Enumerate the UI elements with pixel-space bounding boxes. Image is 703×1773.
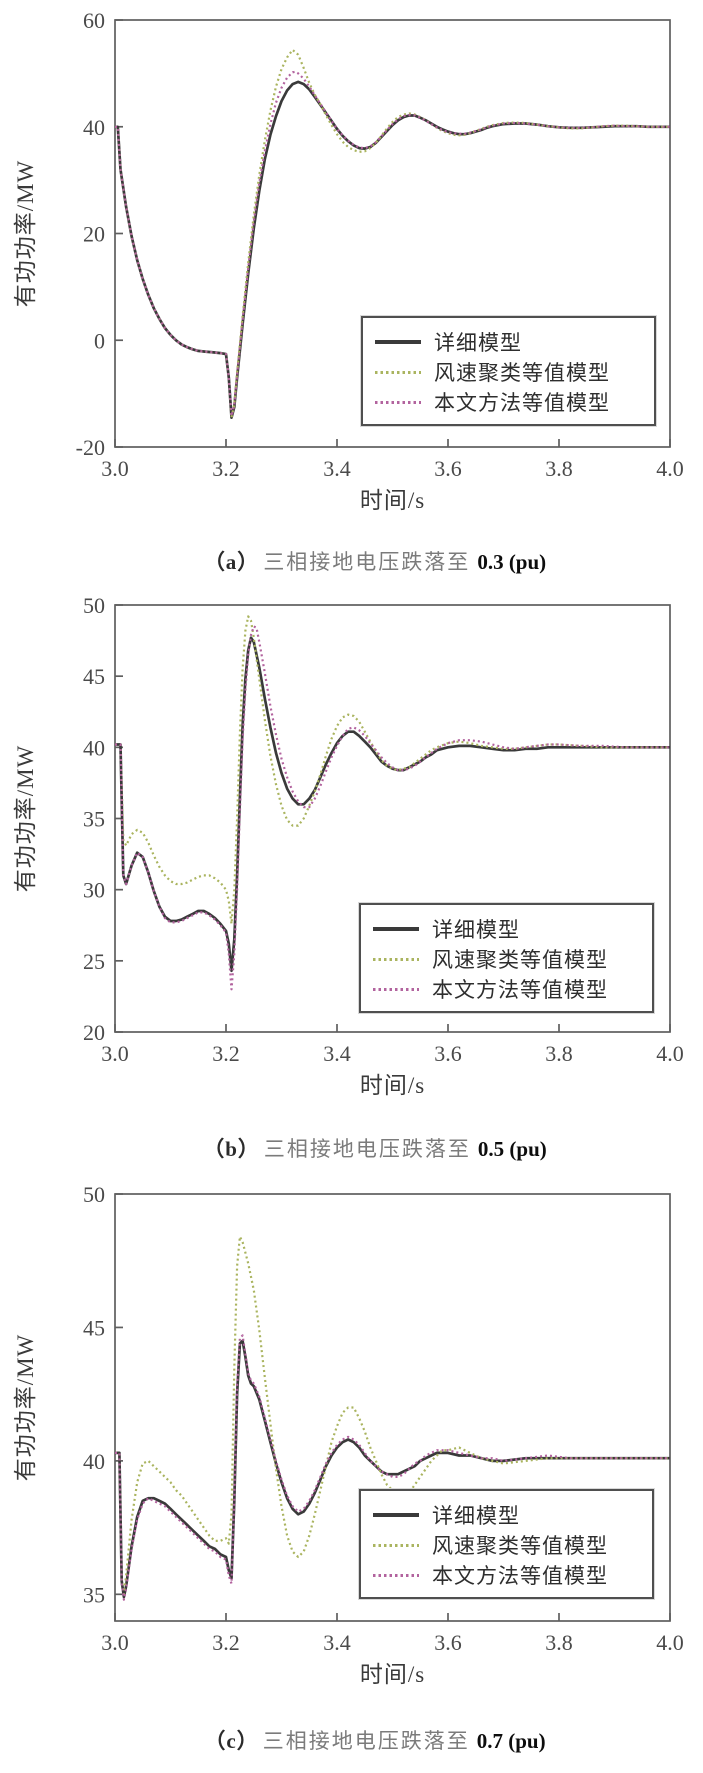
caption-index: （a）: [203, 550, 260, 574]
x-tick-label: 3.2: [212, 1041, 240, 1066]
legend-line-dotted-pink: [373, 1573, 419, 1577]
y-tick-label: 35: [83, 1582, 105, 1607]
y-tick-label: 25: [83, 949, 105, 974]
legend-line-dotted-green: [373, 1543, 419, 1547]
x-tick-label: 3.4: [323, 1041, 351, 1066]
y-axis-title: 有功功率/MW: [13, 160, 38, 308]
legend-item: 风速聚类等值模型: [361, 1530, 652, 1560]
series-line-1: [115, 615, 670, 925]
y-tick-label: -20: [76, 435, 105, 460]
legend-item: 风速聚类等值模型: [363, 357, 654, 387]
legend-chart-c: 详细模型 风速聚类等值模型 本文方法等值模型: [359, 1489, 654, 1599]
legend-label: 详细模型: [432, 918, 520, 942]
y-tick-label: 20: [83, 222, 105, 247]
x-tick-label: 3.4: [323, 456, 351, 481]
series-line-1: [115, 1235, 670, 1596]
chart-a: -20 0 20 40 60 3.0 3.2 3.4 3.6 3.8 4.0 有功功率/MW 时间/s: [13, 8, 684, 513]
x-axis-title: 时间/s: [360, 488, 425, 513]
legend-line-dotted-green: [373, 957, 419, 961]
y-tick-label: 30: [83, 878, 105, 903]
series-line-2: [115, 1334, 670, 1601]
x-tick-label: 4.0: [656, 1630, 684, 1655]
caption-index: （c）: [204, 1729, 259, 1753]
x-tick-label: 3.2: [212, 456, 240, 481]
y-tick-label: 45: [83, 664, 105, 689]
series-line-0: [115, 1339, 670, 1599]
caption-c: （c） 三相接地电压跌落至 0.7 (pu): [85, 1725, 665, 1755]
y-tick-label: 0: [94, 328, 105, 353]
x-tick-label: 3.8: [545, 1630, 573, 1655]
x-axis-title: 时间/s: [360, 1073, 425, 1098]
caption-text: 三相接地电压跌落至: [262, 1729, 470, 1753]
legend-item: 本文方法等值模型: [361, 974, 652, 1004]
x-tick-label: 3.8: [545, 1041, 573, 1066]
x-tick-label: 3.0: [101, 456, 129, 481]
legend-line-solid: [375, 340, 421, 344]
caption-value: 0.7 (pu): [476, 1729, 546, 1753]
y-tick-label: 40: [83, 115, 105, 140]
legend-line-solid: [373, 927, 419, 931]
x-tick-label: 3.8: [545, 456, 573, 481]
x-tick-label: 3.6: [434, 456, 462, 481]
legend-label: 本文方法等值模型: [432, 978, 608, 1002]
x-tick-label: 3.6: [434, 1041, 462, 1066]
x-tick-label: 3.0: [101, 1630, 129, 1655]
caption-text: 三相接地电压跌落至: [263, 1137, 471, 1161]
plot-border: [114, 1193, 671, 1622]
legend-chart-b: 详细模型 风速聚类等值模型 本文方法等值模型: [359, 903, 654, 1013]
y-tick-label: 20: [83, 1020, 105, 1045]
caption-b: （b） 三相接地电压跌落至 0.5 (pu): [85, 1133, 665, 1163]
y-tick-label: 50: [83, 1182, 105, 1207]
legend-item: 本文方法等值模型: [363, 387, 654, 417]
legend-label: 本文方法等值模型: [432, 1564, 608, 1588]
legend-label: 详细模型: [434, 331, 522, 355]
legend-item: 详细模型: [361, 1500, 652, 1530]
x-tick-label: 3.4: [323, 1630, 351, 1655]
legend-label: 风速聚类等值模型: [432, 1534, 608, 1558]
x-tick-label: 3.6: [434, 1630, 462, 1655]
x-tick-label: 4.0: [656, 1041, 684, 1066]
legend-chart-a: 详细模型 风速聚类等值模型 本文方法等值模型: [361, 316, 656, 426]
series-line-2: [115, 70, 670, 418]
legend-label: 风速聚类等值模型: [432, 948, 608, 972]
legend-line-dotted-pink: [375, 400, 421, 404]
caption-index: （b）: [203, 1137, 260, 1161]
legend-label: 风速聚类等值模型: [434, 361, 610, 385]
y-tick-label: 60: [83, 8, 105, 33]
legend-line-dotted-green: [375, 370, 421, 374]
y-axis-title: 有功功率/MW: [13, 1334, 38, 1482]
legend-item: 详细模型: [363, 327, 654, 357]
caption-value: 0.5 (pu): [477, 1137, 547, 1161]
caption-a: （a） 三相接地电压跌落至 0.3 (pu): [85, 546, 665, 576]
caption-value: 0.3 (pu): [477, 550, 547, 574]
legend-label: 本文方法等值模型: [434, 391, 610, 415]
caption-text: 三相接地电压跌落至: [263, 550, 471, 574]
series-line-1: [115, 48, 670, 419]
legend-line-dotted-pink: [373, 987, 419, 991]
x-tick-label: 3.0: [101, 1041, 129, 1066]
legend-item: 风速聚类等值模型: [361, 944, 652, 974]
y-tick-label: 40: [83, 1449, 105, 1474]
y-tick-label: 40: [83, 735, 105, 760]
y-tick-label: 50: [83, 593, 105, 618]
x-tick-label: 4.0: [656, 456, 684, 481]
legend-label: 详细模型: [432, 1504, 520, 1528]
legend-line-solid: [373, 1513, 419, 1517]
series-line-0: [115, 636, 670, 973]
series-line-2: [115, 625, 670, 991]
legend-item: 详细模型: [361, 914, 652, 944]
y-tick-label: 45: [83, 1315, 105, 1340]
y-tick-label: 35: [83, 807, 105, 832]
chart-c: 35 40 45 50 3.0 3.2 3.4 3.6 3.8 4.0 有功功率/MW 时间/s: [13, 1182, 684, 1687]
x-axis-title: 时间/s: [360, 1662, 425, 1687]
chart-b: 20 25 30 35 40 45 50 3.0 3.2 3.4 3.6 3.8 4.0 有功功率/MW 时…: [13, 593, 684, 1098]
legend-item: 本文方法等值模型: [361, 1560, 652, 1590]
y-axis-title: 有功功率/MW: [13, 745, 38, 893]
x-tick-label: 3.2: [212, 1630, 240, 1655]
